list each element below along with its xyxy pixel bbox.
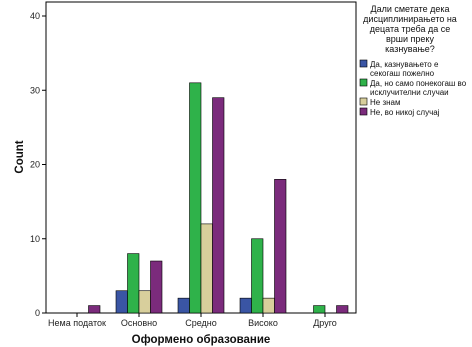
y-tick-label: 20	[30, 160, 40, 170]
y-tick-label: 0	[35, 308, 40, 318]
legend-label: Не, во никој случај	[370, 108, 440, 117]
bar	[177, 297, 190, 314]
bar	[88, 305, 101, 314]
bar	[150, 260, 163, 314]
x-axis-title: Оформено образование	[132, 334, 271, 346]
legend-title: децата треба да се	[370, 24, 451, 34]
bar	[138, 290, 151, 314]
legend-swatch	[359, 107, 368, 116]
legend-swatch	[359, 97, 368, 106]
y-tick-label: 30	[30, 85, 40, 95]
legend-label: Да, казнувањето е	[370, 60, 439, 69]
x-tick-label: Средно	[185, 318, 217, 328]
bar	[212, 97, 225, 314]
legend-label: исклучителни случаи	[370, 88, 449, 97]
x-tick-label: Високо	[248, 318, 278, 328]
legend-title: казнување?	[385, 44, 435, 54]
legend-label: Не знам	[370, 98, 400, 107]
bar	[239, 297, 252, 314]
legend-title: врши преку	[386, 34, 434, 44]
bar	[251, 238, 264, 314]
bar	[200, 223, 213, 314]
y-axis-title: Count	[14, 140, 26, 173]
x-axis: Нема податок Основно Средно Високо Друго	[48, 313, 337, 328]
legend-title: Дали сметате дека	[370, 4, 449, 14]
bar	[313, 305, 326, 314]
y-axis: 0 10 20 30 40	[30, 11, 46, 318]
x-tick-label: Нема податок	[48, 318, 106, 328]
bar	[262, 297, 275, 314]
legend-swatch	[359, 78, 368, 87]
legend-label: Да, но само понекогаш во	[370, 79, 467, 88]
bar	[189, 82, 202, 314]
bar	[115, 290, 128, 314]
legend-title: дисциплинирањето на	[363, 14, 457, 24]
y-tick-label: 40	[30, 11, 40, 21]
legend-swatch	[359, 59, 368, 68]
bars	[88, 82, 349, 314]
bar	[336, 305, 349, 314]
x-tick-label: Основно	[121, 318, 157, 328]
legend-label: секогаш пожелно	[370, 69, 435, 78]
y-tick-label: 10	[30, 234, 40, 244]
bar	[274, 179, 287, 314]
x-tick-label: Друго	[313, 318, 337, 328]
bar	[127, 253, 140, 314]
